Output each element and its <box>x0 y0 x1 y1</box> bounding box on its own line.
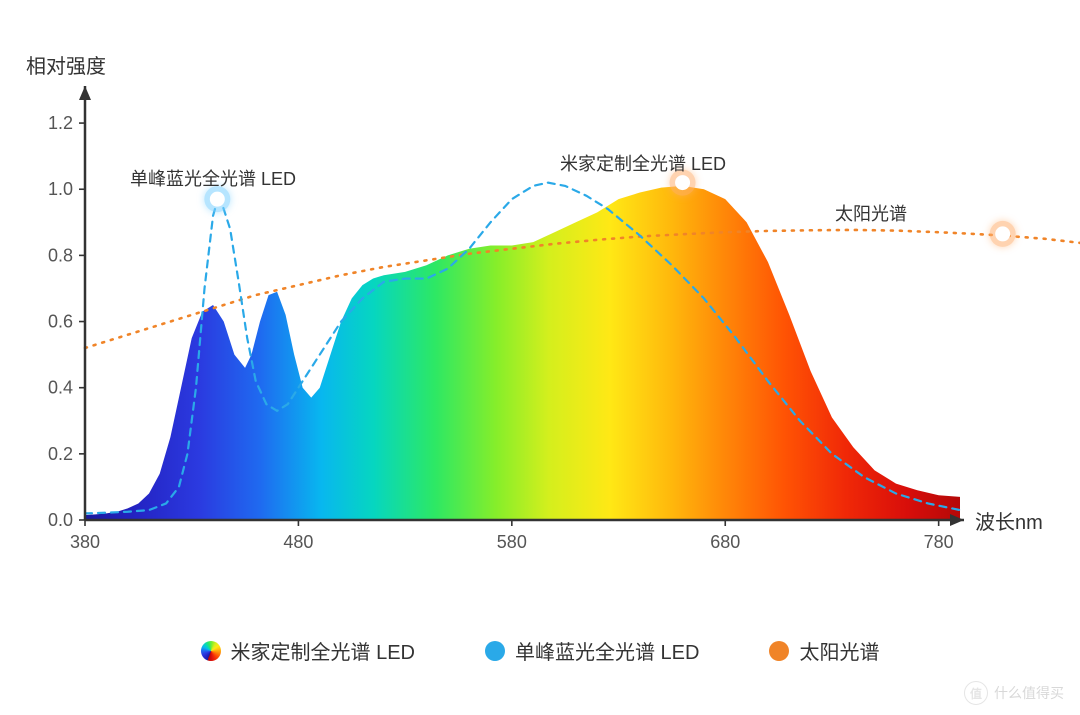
legend-label-bluepeak: 单峰蓝光全光谱 LED <box>515 636 699 665</box>
legend: 米家定制全光谱 LED 单峰蓝光全光谱 LED 太阳光谱 <box>0 636 1080 665</box>
x-tick-label: 480 <box>283 532 313 552</box>
y-axis-arrow-icon <box>79 86 91 100</box>
y-tick-label: 0.8 <box>48 245 73 265</box>
sunlight-marker-icon <box>995 226 1010 241</box>
mijia-marker-icon <box>675 175 690 190</box>
x-tick-label: 580 <box>497 532 527 552</box>
y-tick-label: 0.6 <box>48 312 73 332</box>
x-axis-label: 波长nm <box>975 506 1043 535</box>
annotation-bluepeak: 单峰蓝光全光谱 LED <box>130 165 296 191</box>
legend-dot-blue-icon <box>485 641 505 661</box>
y-tick-label: 1.2 <box>48 113 73 133</box>
mijia-spectrum-area <box>85 186 960 520</box>
y-tick-label: 0.4 <box>48 378 73 398</box>
spectrum-chart: 0.0 0.2 0.4 0.6 0.8 1.0 1.2 380 480 580 680 780 相对强… <box>0 0 1080 715</box>
legend-item-mijia: 米家定制全光谱 LED <box>201 636 415 665</box>
watermark: 值 什么值得买 <box>964 681 1064 705</box>
bluepeak-marker-icon <box>210 192 225 207</box>
y-tick-label: 0.0 <box>48 510 73 530</box>
y-axis-label: 相对强度 <box>26 50 106 79</box>
legend-dot-rainbow-icon <box>201 641 221 661</box>
annotation-sunlight: 太阳光谱 <box>835 200 907 226</box>
x-tick-label: 380 <box>70 532 100 552</box>
x-tick-label: 780 <box>924 532 954 552</box>
legend-label-mijia: 米家定制全光谱 LED <box>231 636 415 665</box>
legend-label-sunlight: 太阳光谱 <box>799 636 879 665</box>
annotation-mijia: 米家定制全光谱 LED <box>560 150 726 176</box>
x-tick-label: 680 <box>710 532 740 552</box>
watermark-text: 什么值得买 <box>994 683 1064 703</box>
chart-svg: 0.0 0.2 0.4 0.6 0.8 1.0 1.2 380 480 580 680 780 <box>0 0 1080 715</box>
legend-item-sunlight: 太阳光谱 <box>769 636 879 665</box>
watermark-icon: 值 <box>964 681 988 705</box>
y-tick-label: 1.0 <box>48 179 73 199</box>
y-tick-label: 0.2 <box>48 444 73 464</box>
legend-dot-orange-icon <box>769 641 789 661</box>
legend-item-bluepeak: 单峰蓝光全光谱 LED <box>485 636 699 665</box>
